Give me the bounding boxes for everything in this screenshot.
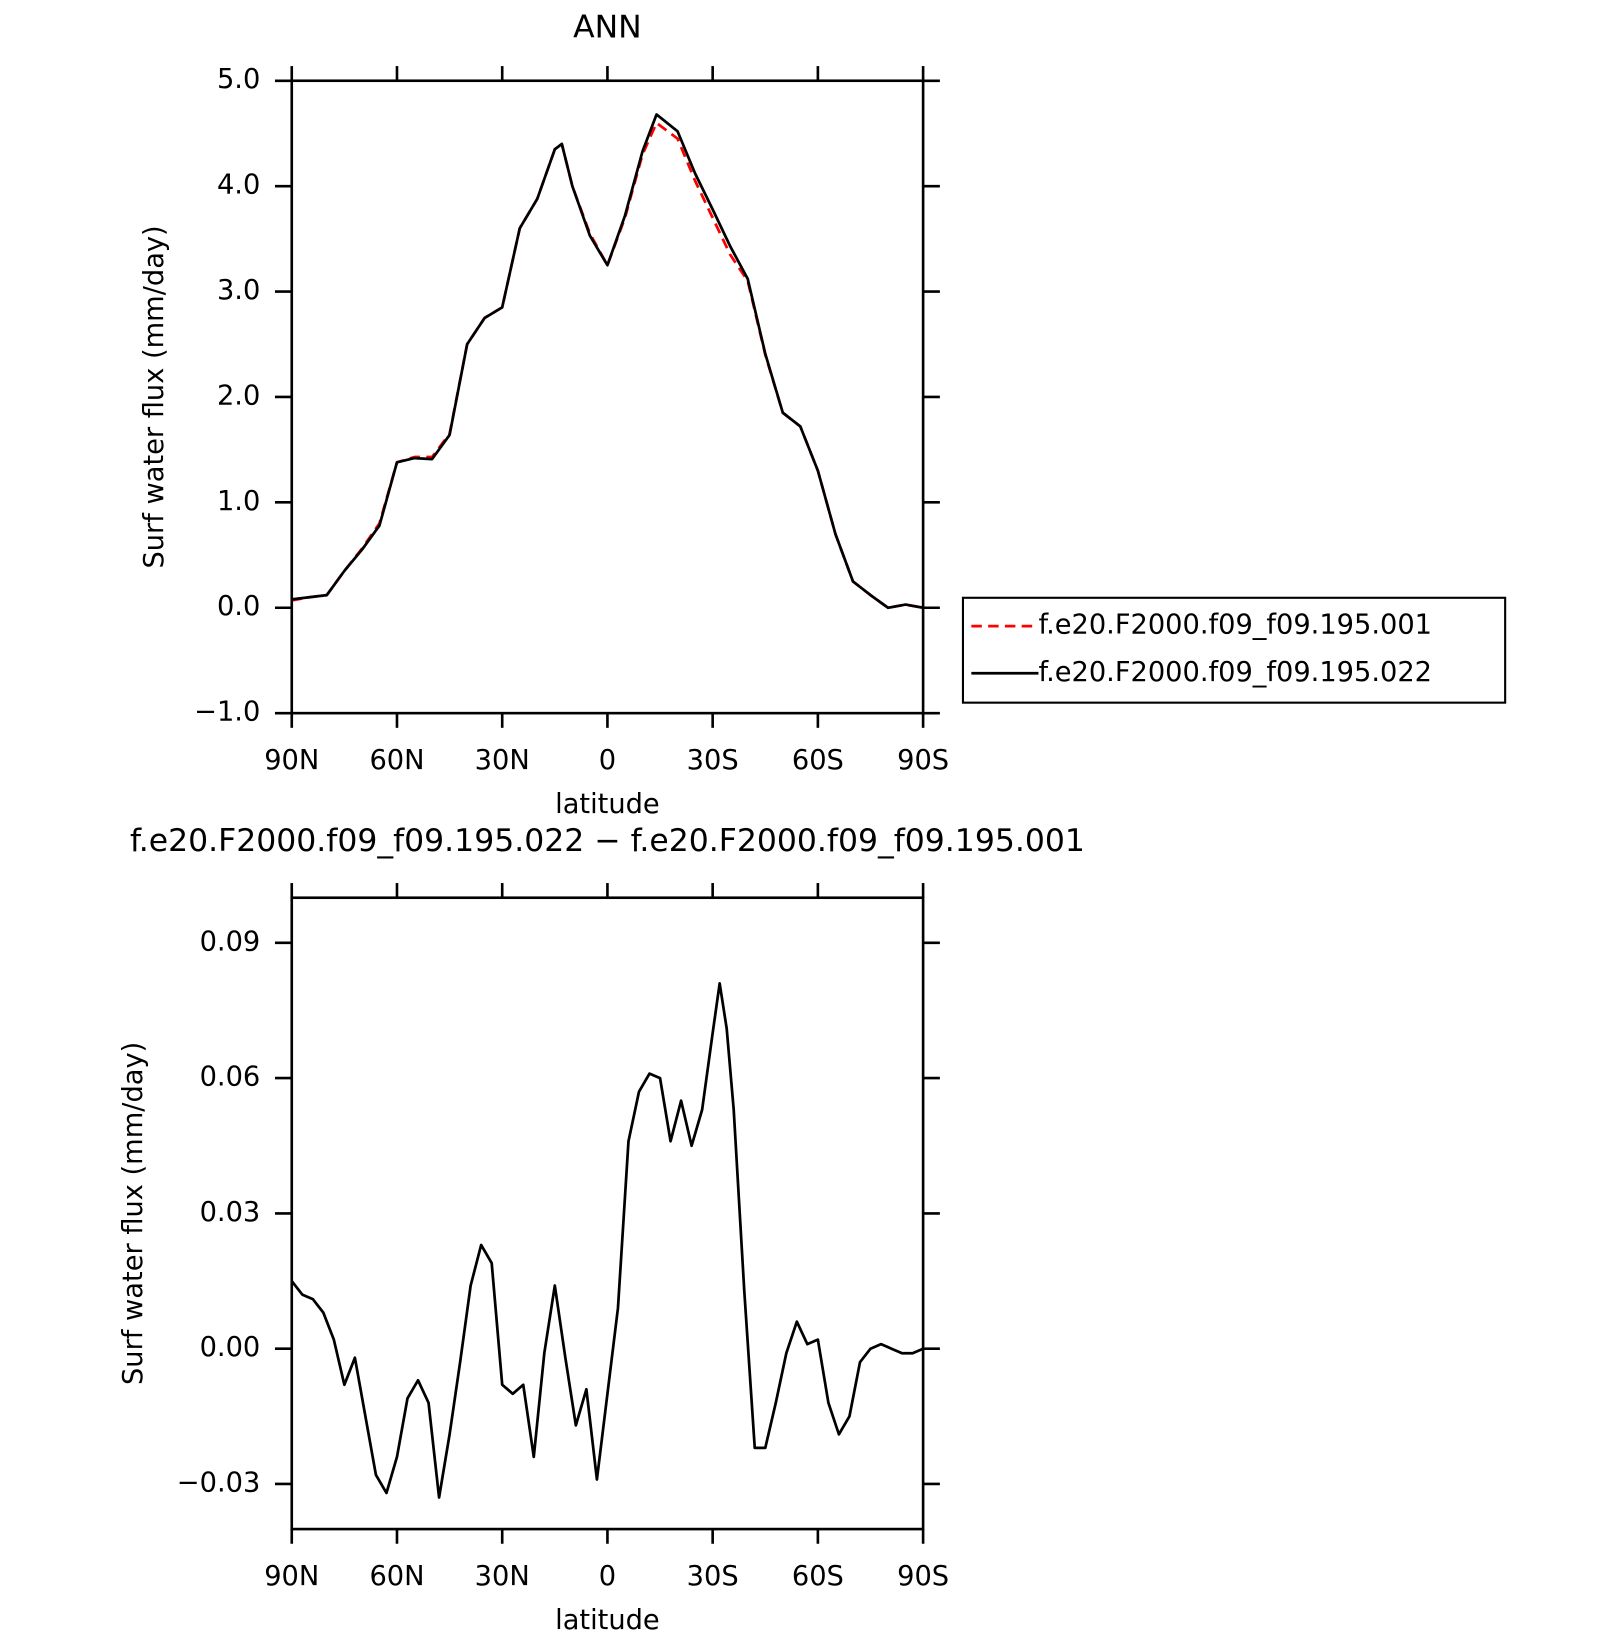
y-tick-label: 0.03: [200, 1197, 261, 1228]
y-tick-label: 0.00: [200, 1332, 261, 1363]
x-tick-label: 90S: [897, 1561, 949, 1592]
y-tick-label: 4.0: [217, 170, 260, 201]
x-tick-label: 30S: [687, 1561, 739, 1592]
x-tick-label: 0: [599, 745, 616, 776]
legend-box: [961, 596, 1507, 704]
y-tick-label: 0.0: [217, 591, 260, 622]
x-tick-label: 60S: [792, 1561, 844, 1592]
y-tick-label: 3.0: [217, 275, 260, 306]
x-tick-label: 90N: [264, 745, 319, 776]
x-axis-label: latitude: [555, 789, 660, 820]
legend-label: f.e20.F2000.f09_f09.195.001: [1038, 610, 1432, 641]
y-axis-label: Surf water flux (mm/day): [118, 1042, 149, 1385]
y-tick-label: 2.0: [217, 380, 260, 411]
data-line: [290, 982, 924, 1499]
x-tick-label: 60N: [369, 745, 424, 776]
x-tick-label: 60N: [369, 1561, 424, 1592]
y-tick-label: 0.06: [200, 1062, 261, 1093]
x-axis-label: latitude: [555, 1605, 660, 1635]
data-line: [291, 121, 924, 610]
x-tick-label: 30N: [475, 1561, 530, 1592]
chart-title: f.e20.F2000.f09_f09.195.022 − f.e20.F200…: [130, 823, 1085, 859]
y-tick-label: −0.03: [177, 1467, 261, 1498]
y-tick-label: 5.0: [217, 64, 260, 95]
legend-label: f.e20.F2000.f09_f09.195.022: [1038, 657, 1432, 688]
plot-frame: [290, 896, 925, 1531]
y-tick-label: 1.0: [217, 486, 260, 517]
y-tick-label: −1.0: [194, 697, 260, 728]
x-tick-label: 90S: [897, 745, 949, 776]
x-tick-label: 0: [599, 1561, 616, 1592]
x-tick-label: 60S: [792, 745, 844, 776]
x-tick-label: 30S: [687, 745, 739, 776]
y-axis-label: Surf water flux (mm/day): [139, 225, 170, 568]
x-tick-label: 30N: [475, 745, 530, 776]
x-tick-label: 90N: [264, 1561, 319, 1592]
y-tick-label: 0.09: [200, 926, 261, 957]
data-line: [291, 113, 924, 610]
plot-frame: [290, 79, 925, 715]
chart-title: ANN: [573, 9, 642, 45]
